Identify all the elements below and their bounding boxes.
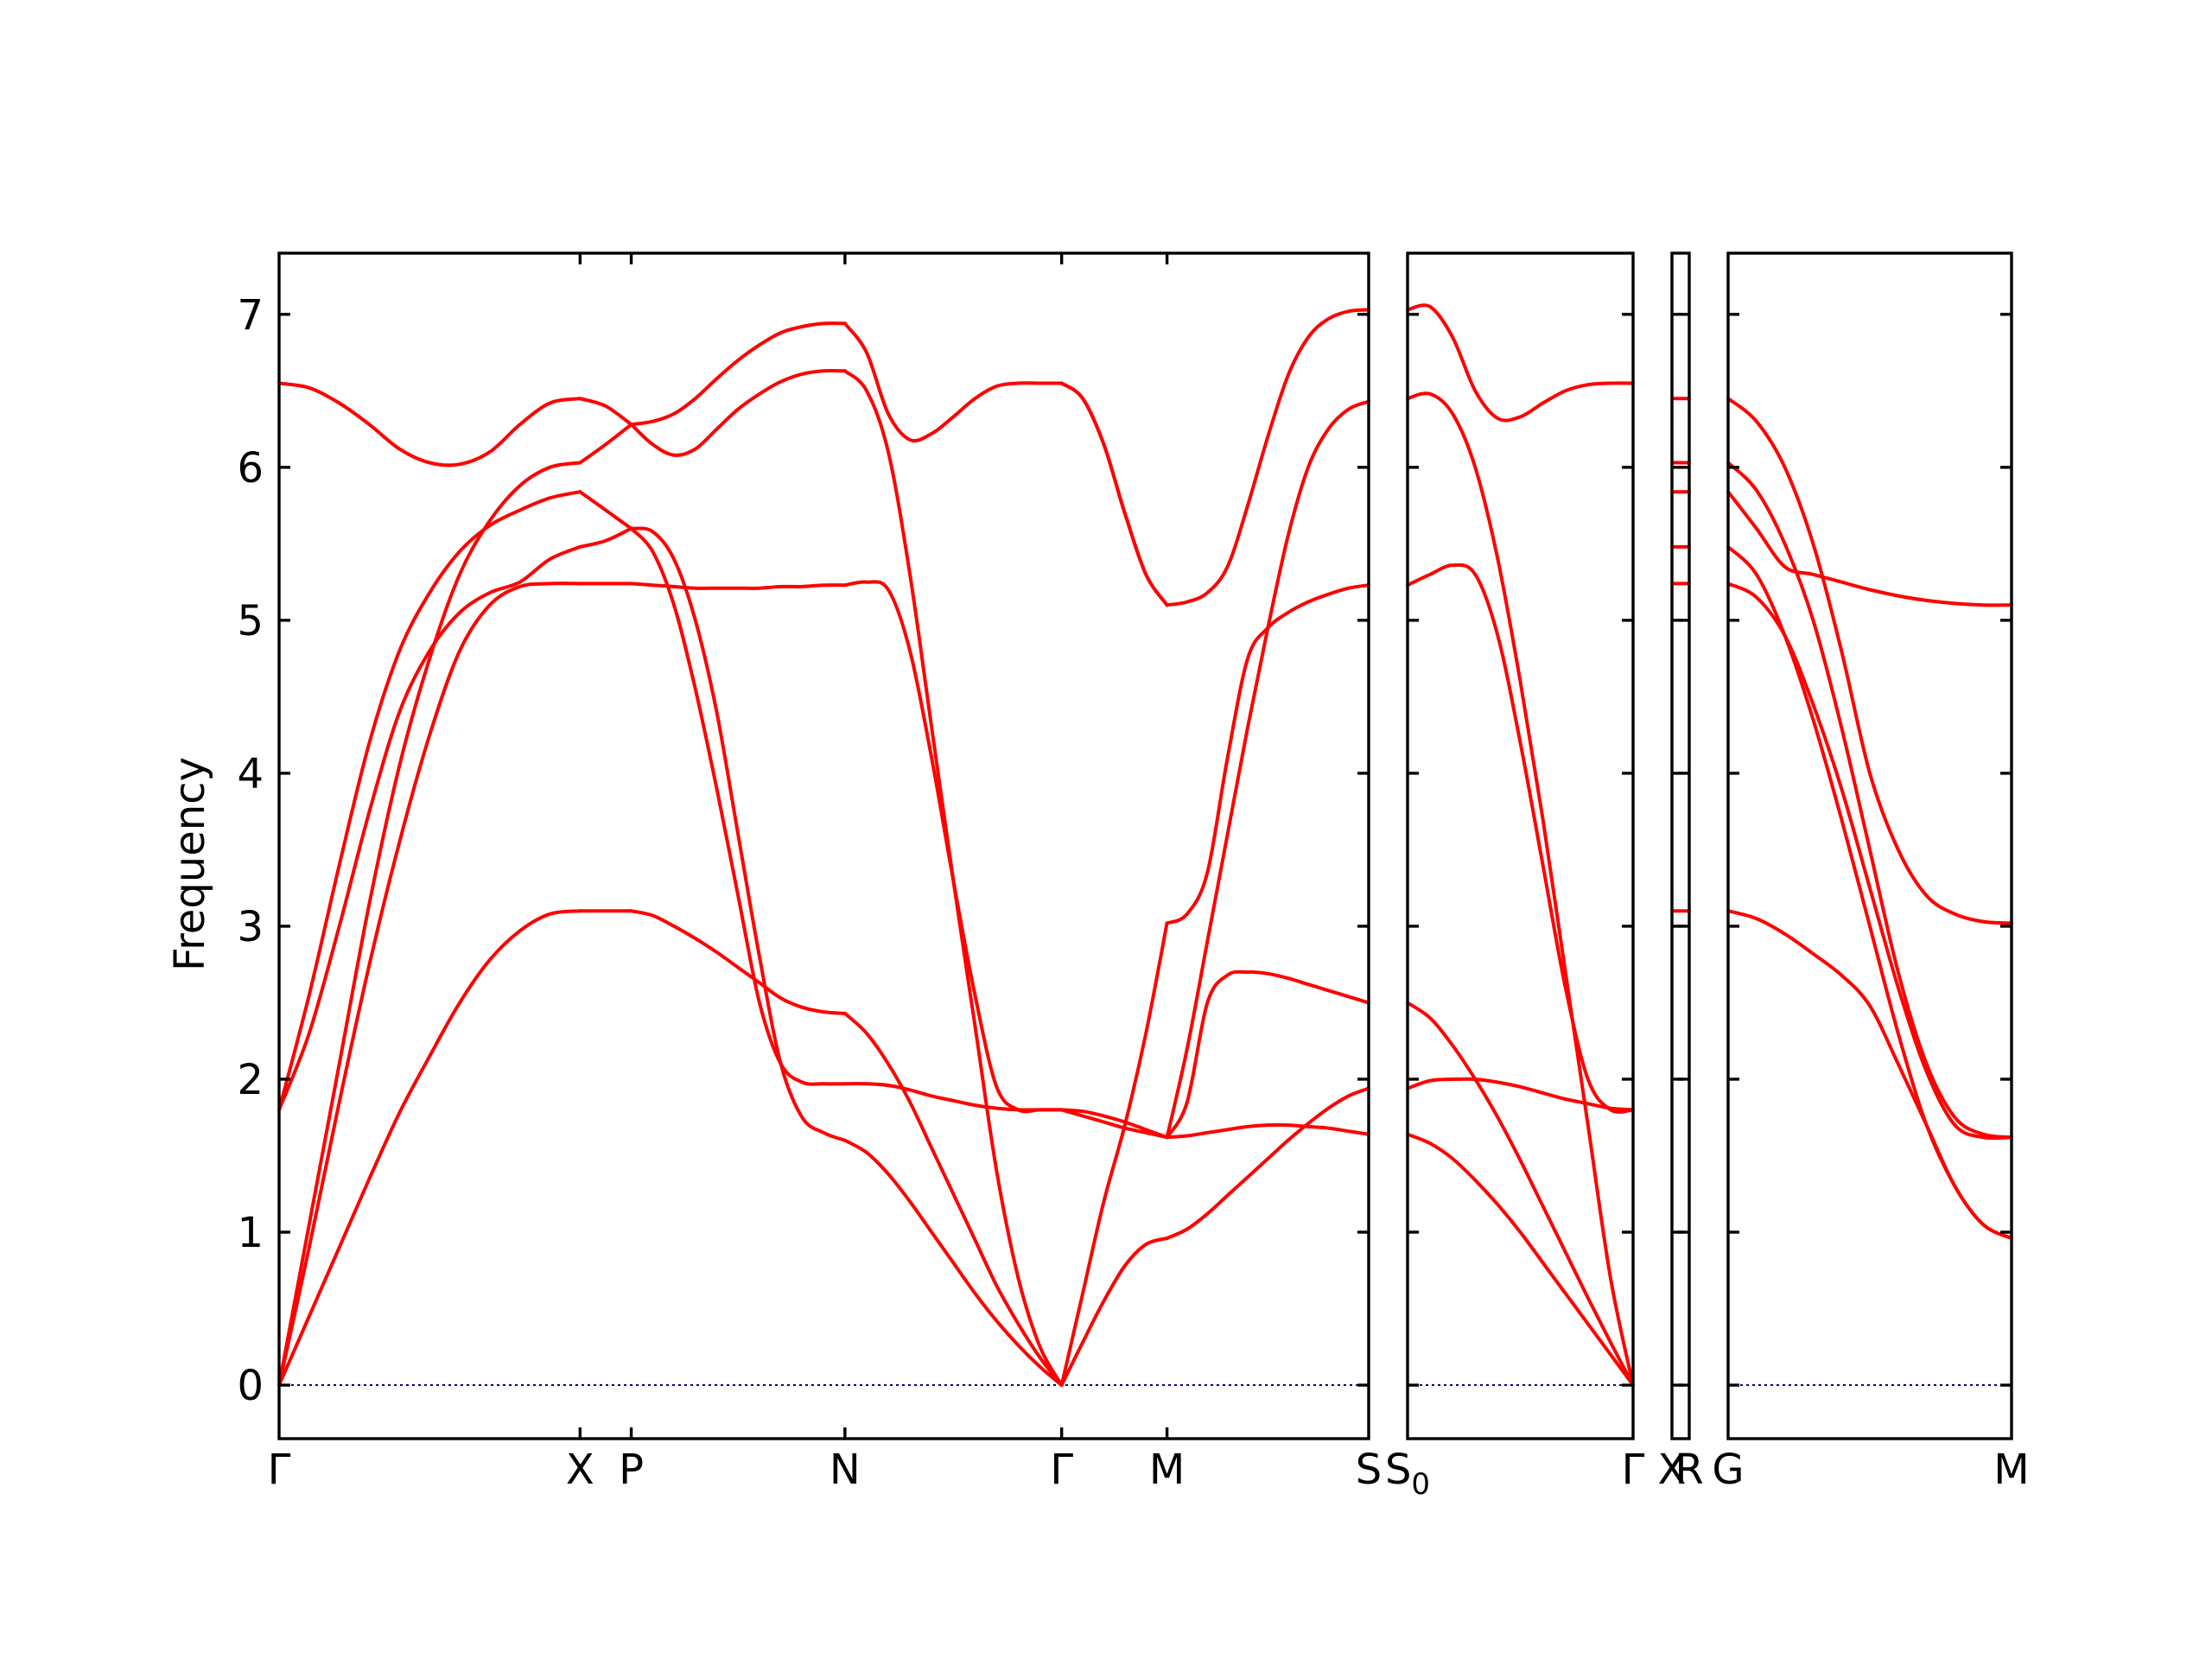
x-tick-label: Γ (1050, 1446, 1073, 1494)
x-tick-label: X (1658, 1446, 1687, 1494)
x-tick-label: M (1149, 1446, 1185, 1494)
band-4-panel-2-segment-S_0-Γ (1406, 563, 1635, 1114)
y-tick-label: 5 (237, 597, 264, 645)
x-tick-label: S (1356, 1446, 1382, 1494)
y-tick-label: 7 (237, 291, 264, 340)
panel-frame (1670, 251, 1691, 1440)
band-5-panel-1-segment-M-S (1165, 308, 1370, 607)
band-5-panel-4-segment-G-M (1726, 461, 2013, 1140)
band-5-panel-1-segment-Γ-M (1059, 381, 1169, 607)
band-6-panel-1-segment-Γ-M (1059, 381, 1169, 607)
band-6-panel-1-segment-X-P (578, 397, 633, 427)
x-tick-label: Γ (268, 1446, 291, 1494)
x-tick-label: X (566, 1446, 594, 1494)
panel-frame (277, 251, 1370, 1440)
panel-3: XR (1658, 251, 1704, 1494)
y-tick-label: 4 (237, 750, 264, 798)
band-3-panel-4-segment-G-M (1726, 544, 2013, 1241)
band-1-panel-2-segment-S_0-Γ (1406, 1132, 1635, 1387)
band-5-panel-1-segment-P-N (629, 369, 847, 457)
band-2-panel-4-segment-G-M (1726, 582, 2013, 1141)
x-tick-label: S0 (1385, 1446, 1430, 1502)
band-4-panel-1-segment-X-P (578, 490, 633, 531)
x-tick-label: G (1712, 1446, 1744, 1494)
band-2-panel-1-segment-Γ-M (1059, 921, 1169, 1387)
x-tick-label: P (619, 1446, 644, 1494)
band-5-panel-2-segment-S_0-Γ (1406, 391, 1635, 1387)
band-3-panel-2-segment-S_0-Γ (1406, 1077, 1635, 1112)
band-2-panel-1-segment-M-S (1165, 969, 1370, 1140)
band-4-panel-4-segment-G-M (1726, 490, 2013, 607)
band-3-panel-1-segment-Γ-X (277, 544, 582, 1112)
panel-1: 0 1 2 3 4 5 6 7 Γ X P N Γ M S (237, 251, 1382, 1494)
band-3-panel-1-segment-P-N (629, 526, 847, 1086)
band-6-panel-1-segment-N-Γ (842, 321, 1064, 443)
band-1-panel-1-segment-Γ-M (1059, 1236, 1169, 1387)
band-4-panel-1-segment-Γ-M (1059, 1108, 1169, 1140)
band-6-panel-4-segment-G-M (1726, 397, 2013, 925)
x-tick-label: M (1993, 1446, 2029, 1494)
band-5-panel-1-segment-Γ-X (277, 461, 582, 1387)
band-3-panel-1-segment-N-Γ (842, 1082, 1064, 1112)
band-1-panel-1-segment-M-S (1165, 1086, 1370, 1241)
y-axis-label: Frequency (166, 757, 214, 971)
y-tick-label: 0 (237, 1362, 264, 1410)
band-6-panel-1-segment-M-S (1165, 399, 1370, 1140)
band-4-panel-1-segment-P-N (629, 582, 847, 590)
band-3-panel-1-segment-X-P (578, 526, 633, 549)
y-tick-label: 3 (237, 903, 264, 951)
band-6-panel-2-segment-S_0-Γ (1406, 303, 1635, 423)
band-1-panel-4-segment-G-M (1726, 909, 2013, 1241)
band-4-panel-1-segment-M-S (1165, 583, 1370, 925)
band-5-panel-1-segment-N-Γ (842, 369, 1064, 1387)
x-tick-label: Γ (1622, 1446, 1645, 1494)
band-4-panel-1-segment-N-Γ (842, 580, 1064, 1114)
y-tick-label: 6 (237, 444, 264, 493)
band-6-panel-1-segment-Γ-X (277, 381, 582, 467)
panel-2: S0 Γ (1385, 251, 1645, 1502)
band-2-panel-1-segment-Γ-X (277, 582, 582, 1387)
band-1-panel-1-segment-N-Γ (842, 1138, 1064, 1387)
panel-frame (1406, 251, 1635, 1440)
band-4-panel-1-segment-Γ-X (277, 490, 582, 1112)
y-tick-label: 1 (237, 1209, 264, 1257)
band-3-panel-1-segment-M-S (1165, 1122, 1370, 1140)
band-3-panel-1-segment-Γ-M (1059, 1108, 1169, 1140)
band-1-panel-1-segment-P-N (629, 909, 847, 1015)
x-tick-label: N (830, 1446, 861, 1494)
band-2-panel-2-segment-S_0-Γ (1406, 1001, 1635, 1387)
panel-frame (1726, 251, 2013, 1440)
x-tick-label-subscript: 0 (1411, 1467, 1430, 1502)
band-6-panel-1-segment-P-N (629, 321, 847, 427)
band-5-panel-1-segment-X-P (578, 423, 633, 465)
y-tick-label: 2 (237, 1056, 264, 1104)
band-2-panel-1-segment-P-N (629, 526, 847, 1142)
band-2-panel-1-segment-N-Γ (842, 1011, 1064, 1387)
x-tick-label: R (1675, 1446, 1703, 1494)
band-1-panel-1-segment-Γ-X (277, 909, 582, 1387)
